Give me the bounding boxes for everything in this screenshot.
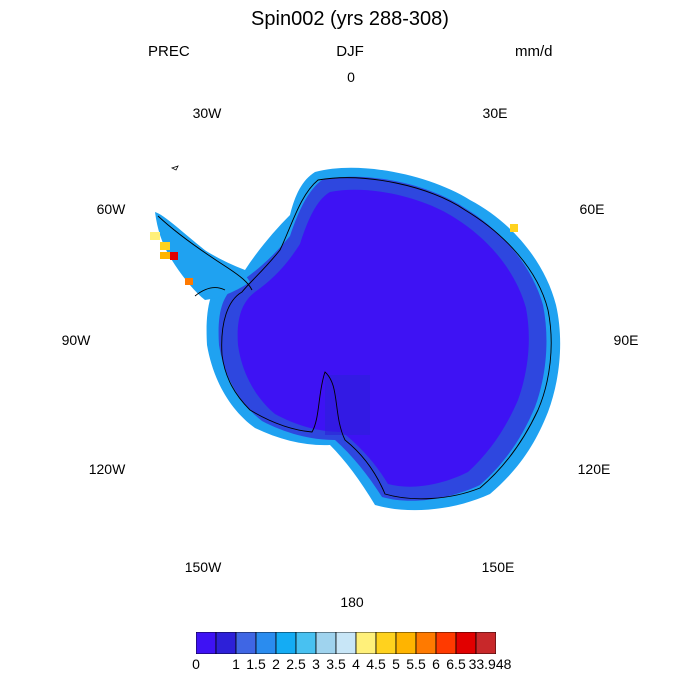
variable-label: PREC xyxy=(148,43,190,60)
peninsula-coastline xyxy=(157,215,253,297)
colorbar-swatch-14 xyxy=(475,632,496,654)
longitude-label-30e: 30E xyxy=(482,105,508,121)
colorbar-swatch-4 xyxy=(275,632,297,654)
colorbar-label-11: 6 xyxy=(432,656,440,672)
colorbar-label-6: 3.5 xyxy=(326,656,346,672)
longitude-label-90e: 90E xyxy=(613,332,639,348)
colorbar-swatch-3 xyxy=(255,632,277,654)
ross-ice-shelf-dark xyxy=(325,375,370,435)
interior-precip xyxy=(237,189,529,487)
colorbar-swatch-13 xyxy=(455,632,477,654)
colorbar-label-7: 4 xyxy=(352,656,360,672)
longitude-label-180: 180 xyxy=(340,594,364,610)
east-coast-high-precip xyxy=(510,224,518,232)
colorbar-swatch-8 xyxy=(355,632,377,654)
colorbar xyxy=(196,632,496,654)
plot-title: Spin002 (yrs 288-308) xyxy=(251,8,449,30)
longitude-label-90w: 90W xyxy=(61,332,91,348)
colorbar-label-4: 2.5 xyxy=(286,656,306,672)
colorbar-label-0: 0 xyxy=(192,656,200,672)
colorbar-label-8: 4.5 xyxy=(366,656,386,672)
longitude-label-60w: 60W xyxy=(96,201,126,217)
peninsula-high-precip-4 xyxy=(160,252,170,259)
colorbar-swatch-0 xyxy=(196,632,217,654)
longitude-label-120w: 120W xyxy=(88,461,126,477)
colorbar-label-2: 1.5 xyxy=(246,656,266,672)
colorbar-swatch-5 xyxy=(295,632,317,654)
peninsula-high-precip-5 xyxy=(185,278,193,285)
peninsula-high-precip-3 xyxy=(170,252,178,260)
longitude-label-0: 0 xyxy=(347,69,355,85)
longitude-label-150w: 150W xyxy=(184,559,222,575)
colorbar-swatch-1 xyxy=(215,632,237,654)
colorbar-label-13: 33.948 xyxy=(468,656,512,672)
colorbar-label-12: 6.5 xyxy=(446,656,466,672)
colorbar-label-3: 2 xyxy=(272,656,280,672)
units-label: mm/d xyxy=(515,43,553,60)
colorbar-label-5: 3 xyxy=(312,656,320,672)
colorbar-swatch-12 xyxy=(435,632,457,654)
colorbar-swatch-2 xyxy=(235,632,257,654)
coastline xyxy=(221,177,552,500)
colorbar-swatch-7 xyxy=(335,632,357,654)
colorbar-swatch-10 xyxy=(395,632,417,654)
longitude-label-120e: 120E xyxy=(577,461,611,477)
season-label: DJF xyxy=(336,43,364,60)
longitude-label-30w: 30W xyxy=(192,105,222,121)
colorbar-swatch-11 xyxy=(415,632,437,654)
colorbar-label-10: 5.5 xyxy=(406,656,426,672)
longitude-label-60e: 60E xyxy=(579,201,605,217)
colorbar-swatch-9 xyxy=(375,632,397,654)
colorbar-label-9: 5 xyxy=(392,656,400,672)
peninsula-high-precip-2 xyxy=(160,242,170,250)
colorbar-swatch-6 xyxy=(315,632,337,654)
peninsula-high-precip-1 xyxy=(150,232,160,240)
colorbar-label-1: 1 xyxy=(232,656,240,672)
longitude-label-150e: 150E xyxy=(481,559,515,575)
small-island xyxy=(170,165,179,171)
